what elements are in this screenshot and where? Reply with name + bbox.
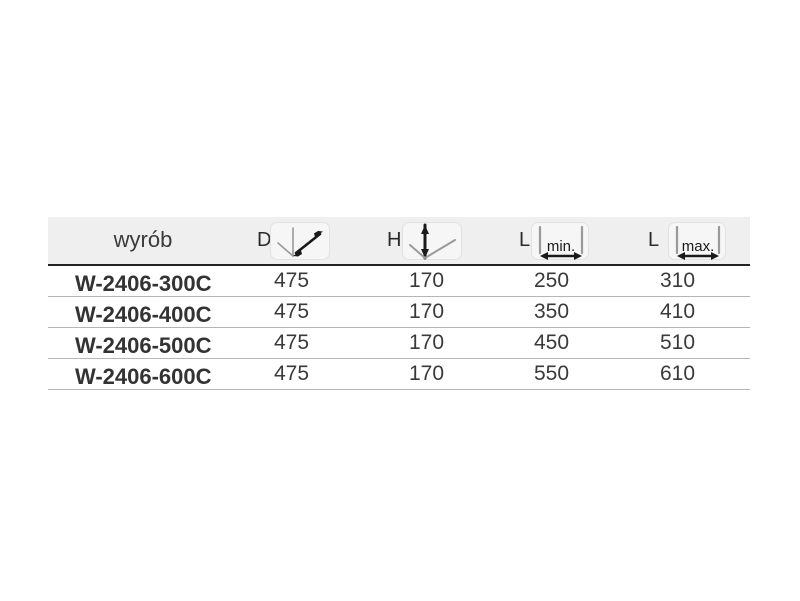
svg-text:max.: max. <box>682 238 715 255</box>
svg-text:min.: min. <box>547 238 575 255</box>
